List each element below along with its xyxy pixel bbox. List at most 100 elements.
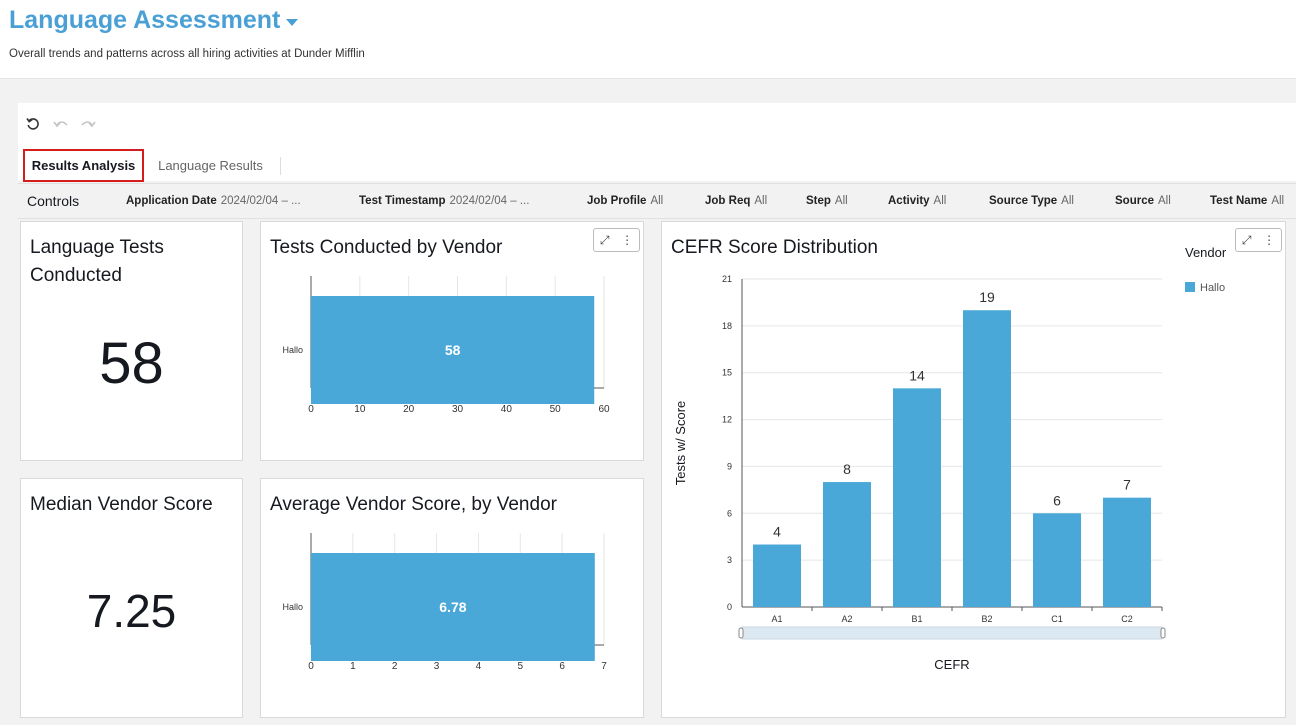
category-label: Hallo [282, 345, 303, 355]
page-header: Language Assessment Overall trends and p… [0, 0, 1296, 79]
x-tick-label: 5 [518, 661, 524, 672]
controls-toggle[interactable]: Controls [27, 193, 80, 209]
filter-value: All [834, 195, 848, 207]
x-tick-label: 0 [308, 661, 314, 672]
x-tick-label: B1 [911, 614, 922, 624]
filter-value: All [1158, 195, 1171, 207]
tab-language-results[interactable]: Language Results [158, 157, 263, 173]
x-tick-label: A2 [841, 614, 852, 624]
x-tick-label: 50 [550, 404, 562, 415]
filter-job-profile[interactable]: Job Profile All [587, 195, 663, 207]
filter-name: Step [806, 195, 831, 207]
card-title: CEFR Score Distribution [671, 237, 878, 258]
kpi-card-tests-conducted[interactable]: Language Tests Conducted 58 [20, 221, 243, 461]
tab-results-analysis[interactable]: Results Analysis [23, 149, 144, 182]
bar [753, 544, 801, 607]
x-tick-label: A1 [771, 614, 782, 624]
expand-icon[interactable]: ⤢ [1241, 232, 1252, 247]
range-handle-left [738, 627, 744, 639]
x-tick-label: 6 [559, 661, 565, 672]
range-handle-right [1160, 627, 1166, 639]
chart-card-avg-score-by-vendor[interactable]: Average Vendor Score, by Vendor 0 1 2 3 4 5 6 7… [260, 478, 644, 718]
filter-value: All [1271, 195, 1285, 207]
dashboard-sheet: Results Analysis Language Results Contro… [18, 103, 1296, 725]
x-tick-label: 7 [601, 661, 607, 672]
x-tick-label: 1 [350, 661, 356, 672]
expand-icon[interactable]: ⤢ [599, 232, 610, 247]
x-tick-label: 20 [403, 404, 415, 415]
redo-icon[interactable] [80, 119, 96, 129]
y-tick-label: 3 [727, 555, 732, 565]
more-options-icon[interactable]: ⋮ [621, 233, 634, 247]
bar [311, 296, 595, 404]
category-label: Hallo [282, 602, 303, 612]
filter-name: Job Profile [587, 195, 647, 207]
x-tick-label: 30 [452, 404, 464, 415]
bar-chart-cefr-distribution: 0 3 6 9 12 15 18 21 4 A1 8 A2 14 B1 19 B2 6 C1 7 C2 CEFR Test… [673, 245, 1227, 672]
x-tick-label: 60 [598, 404, 610, 415]
reset-icon[interactable] [26, 117, 40, 131]
card-title: Language Tests Conducted [30, 237, 164, 286]
filter-activity[interactable]: Activity All [888, 195, 946, 207]
bar-chart-avg-score-by-vendor: 0 1 2 3 4 5 6 7 6.78 Hallo [282, 533, 607, 672]
bar [311, 553, 595, 661]
x-tick-label: 3 [434, 661, 440, 672]
filter-name: Test Name [1210, 195, 1268, 207]
filter-value: All [1061, 195, 1074, 207]
x-tick-label: 2 [392, 661, 398, 672]
filter-value: All [754, 195, 768, 207]
analysis-title-dropdown[interactable]: Language Assessment [9, 6, 299, 35]
filter-name: Source [1115, 195, 1154, 207]
filter-job-req[interactable]: Job Req All [705, 195, 767, 207]
data-label: 8 [843, 461, 851, 477]
data-label: 58 [445, 342, 461, 358]
card-title: Tests Conducted by Vendor [270, 237, 503, 258]
y-tick-label: 18 [722, 321, 732, 331]
data-label: 7 [1123, 477, 1131, 493]
more-options-icon[interactable]: ⋮ [1263, 233, 1276, 247]
filter-source[interactable]: Source All [1115, 195, 1171, 207]
filter-test-timestamp[interactable]: Test Timestamp 2024/02/04 – ... [359, 195, 529, 207]
data-label: 14 [909, 367, 925, 383]
y-tick-label: 12 [722, 415, 732, 425]
chart-card-tests-by-vendor[interactable]: Tests Conducted by Vendor ⤢ ⋮ 0 10 20 30 40 50… [260, 221, 644, 461]
x-tick-label: B2 [981, 614, 992, 624]
filter-step[interactable]: Step All [806, 195, 848, 207]
filter-value: All [933, 195, 947, 207]
kpi-card-median-score[interactable]: Median Vendor Score 7.25 [20, 478, 243, 718]
card-actions: ⤢ ⋮ [593, 228, 640, 252]
bar [823, 482, 871, 607]
x-tick-label: 4 [476, 661, 482, 672]
filter-source-type[interactable]: Source Type All [989, 195, 1074, 207]
x-axis-title: CEFR [934, 657, 969, 672]
bar [893, 388, 941, 607]
y-tick-label: 0 [727, 602, 732, 612]
filter-name: Application Date [126, 195, 217, 207]
filter-name: Job Req [705, 195, 751, 207]
x-tick-label: C1 [1051, 614, 1063, 624]
kpi-value: 58 [99, 331, 164, 396]
x-tick-label: 10 [354, 404, 366, 415]
tab-divider [280, 157, 281, 175]
filter-application-date[interactable]: Application Date 2024/02/04 – ... [126, 195, 301, 207]
x-tick-label: 40 [501, 404, 513, 415]
filter-value: 2024/02/04 – ... [449, 195, 530, 207]
chart-card-cefr-distribution[interactable]: CEFR Score Distribution ⤢ ⋮ 0 3 6 9 12 15 18 21 4… [661, 221, 1286, 718]
filter-value: All [650, 195, 664, 207]
filter-name: Source Type [989, 195, 1058, 207]
kpi-value: 7.25 [86, 585, 177, 637]
bar [1033, 513, 1081, 607]
filter-name: Activity [888, 195, 930, 207]
y-tick-label: 9 [727, 461, 732, 471]
filter-test-name[interactable]: Test Name All [1210, 195, 1284, 207]
filter-name: Test Timestamp [359, 195, 446, 207]
controls-bar: Controls Application Date 2024/02/04 – ..… [18, 183, 1296, 219]
undo-icon[interactable] [53, 119, 69, 129]
legend-swatch [1185, 282, 1195, 292]
y-tick-label: 6 [727, 508, 732, 518]
x-tick-label: 0 [308, 404, 314, 415]
legend-label: Hallo [1200, 282, 1225, 294]
bar-chart-tests-by-vendor: 0 10 20 30 40 50 60 58 Hallo [282, 276, 610, 415]
x-tick-label: C2 [1121, 614, 1133, 624]
data-label: 19 [979, 289, 995, 305]
